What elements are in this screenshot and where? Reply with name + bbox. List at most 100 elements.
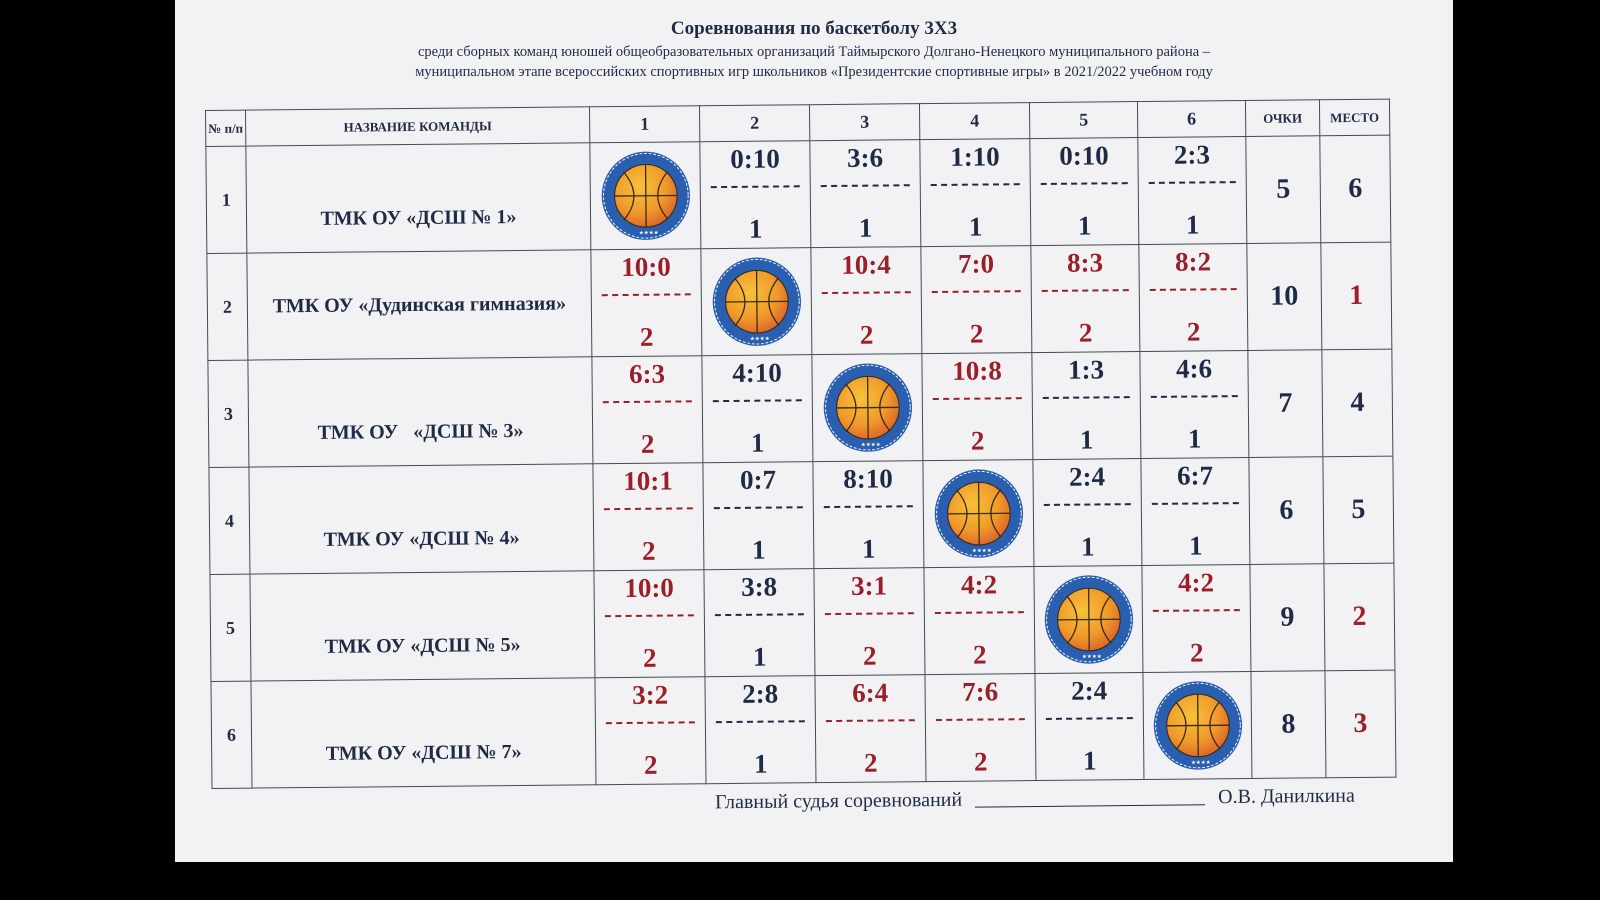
score-divider (712, 399, 802, 403)
match-result: 2:3 1 (1138, 137, 1246, 244)
team-name: ТМК ОУ «ДСШ № 5» (249, 570, 595, 682)
results-body: 1 ТМК ОУ «ДСШ № 1» ★★★★ 0:10 1 3:6 1 1:10 1 0:1… (205, 135, 1396, 789)
match-result-cell: 2:4 1 (1034, 672, 1144, 781)
match-score: 0:10 (730, 143, 780, 174)
match-result: 6:3 2 (592, 356, 702, 463)
match-result: 7:6 2 (925, 674, 1035, 781)
match-result-cell: 7:0 2 (920, 245, 1032, 354)
basketball-federation-logo-icon: ★★★★ (712, 257, 801, 346)
match-result-cell: 3:1 2 (813, 567, 925, 676)
match-points: 1 (1188, 530, 1203, 561)
header-place: МЕСТО (1319, 99, 1390, 136)
match-points: 1 (858, 212, 873, 243)
final-place: 5 (1322, 456, 1394, 564)
table-row: 3 ТМК ОУ «ДСШ № 3» 6:3 2 4:10 1 ★★★★ 10:8 2 1:3… (207, 349, 1393, 468)
judge-signature-line: Главный судья соревнований О.В. Данилкин… (715, 785, 1355, 815)
table-row: 5 ТМК ОУ «ДСШ № 5» 10:0 2 3:8 1 3:1 2 4:2 2 ★★★★ … (209, 563, 1395, 682)
document-subtitle: среди сборных команд юношей общеобразова… (175, 42, 1453, 82)
match-points: 2 (643, 749, 658, 780)
score-divider (710, 185, 800, 189)
score-divider (1149, 288, 1237, 291)
match-result-cell: 1:3 1 (1031, 351, 1141, 460)
match-result-cell: 1:10 1 (919, 138, 1031, 247)
self-match-logo-cell: ★★★★ (922, 459, 1034, 568)
score-divider (603, 507, 693, 511)
total-points: 5 (1245, 135, 1321, 244)
match-result: 2:4 1 (1033, 459, 1141, 566)
match-result-cell: 0:7 1 (702, 461, 814, 570)
match-score: 8:3 (1066, 247, 1104, 278)
match-result: 10:0 2 (591, 249, 701, 356)
team-name: ТМК ОУ «Дудинская гимназия» (246, 249, 592, 361)
match-score: 8:10 (843, 463, 893, 494)
header-num: № п/п (205, 110, 246, 147)
match-result-cell: 6:3 2 (591, 355, 703, 464)
header-col-2: 2 (699, 104, 810, 142)
logo-wrap: ★★★★ (923, 460, 1033, 567)
match-points: 2 (969, 318, 984, 349)
score-divider (1043, 503, 1131, 506)
score-divider (601, 293, 691, 297)
team-name: ТМК ОУ «ДСШ № 1» (245, 142, 591, 254)
match-result-cell: 2:3 1 (1137, 136, 1247, 245)
basketball-federation-logo-icon: ★★★★ (601, 151, 690, 240)
score-divider (713, 506, 803, 510)
match-points: 2 (970, 425, 985, 456)
match-result-cell: 2:4 1 (1032, 458, 1142, 567)
match-score: 4:6 (1175, 353, 1213, 384)
logo-wrap: ★★★★ (1143, 672, 1251, 779)
match-score: 3:1 (850, 570, 888, 601)
match-points: 2 (1186, 316, 1201, 347)
header-points: ОЧКИ (1245, 99, 1320, 137)
match-result: 8:2 2 (1139, 244, 1247, 351)
self-match-logo-cell: ★★★★ (1142, 671, 1252, 780)
match-score: 10:0 (624, 572, 674, 603)
match-points: 2 (1189, 637, 1204, 668)
match-result: 10:1 2 (593, 463, 703, 570)
match-score: 3:2 (631, 679, 669, 710)
match-points: 2 (1078, 317, 1093, 348)
match-score: 7:6 (961, 676, 999, 707)
match-points: 1 (751, 534, 766, 565)
score-divider (1041, 289, 1129, 292)
score-divider (823, 505, 913, 509)
table-row: 6 ТМК ОУ «ДСШ № 7» 3:2 2 2:8 1 6:4 2 7:6 2 2:4 1 ★★… (210, 670, 1396, 789)
match-result: 10:4 2 (811, 247, 921, 354)
match-result: 6:7 1 (1141, 458, 1249, 565)
match-points: 1 (1185, 209, 1200, 240)
match-points: 1 (1077, 210, 1092, 241)
team-name-text: ТМК ОУ «ДСШ № 7» (325, 740, 522, 765)
judge-label: Главный судья соревнований (714, 788, 963, 814)
total-points: 7 (1247, 349, 1323, 458)
self-match-logo-cell: ★★★★ (589, 141, 701, 250)
final-place: 1 (1320, 242, 1392, 350)
match-result: 2:8 1 (705, 676, 815, 783)
svg-text:★★★★: ★★★★ (638, 229, 658, 236)
match-result-cell: 8:3 2 (1030, 244, 1140, 353)
match-score: 6:4 (851, 677, 889, 708)
subtitle-line-1: среди сборных команд юношей общеобразова… (417, 44, 1211, 60)
match-result: 10:8 2 (922, 353, 1032, 460)
score-divider (1152, 609, 1240, 612)
match-result-cell: 10:4 2 (810, 246, 922, 355)
match-points: 1 (1080, 531, 1095, 562)
match-result: 4:10 1 (702, 355, 812, 462)
match-score: 6:3 (628, 358, 666, 389)
header-col-6: 6 (1137, 100, 1246, 138)
match-points: 2 (641, 535, 656, 566)
match-result-cell: 10:0 2 (593, 569, 705, 678)
match-result: 1:10 1 (920, 139, 1030, 246)
match-points: 2 (639, 321, 654, 352)
header-col-1: 1 (589, 105, 700, 143)
final-place: 3 (1324, 670, 1396, 778)
row-number: 3 (207, 360, 249, 468)
match-score: 6:7 (1176, 460, 1214, 491)
match-score: 10:0 (621, 251, 671, 283)
match-score: 3:8 (740, 571, 778, 602)
document-title: Соревнования по баскетболу 3Х3 (670, 18, 958, 39)
match-points: 1 (1187, 423, 1202, 454)
match-score: 2:4 (1068, 461, 1106, 492)
match-score: 10:8 (952, 355, 1002, 386)
match-result: 0:10 1 (1030, 138, 1138, 245)
self-match-logo-cell: ★★★★ (811, 353, 923, 462)
